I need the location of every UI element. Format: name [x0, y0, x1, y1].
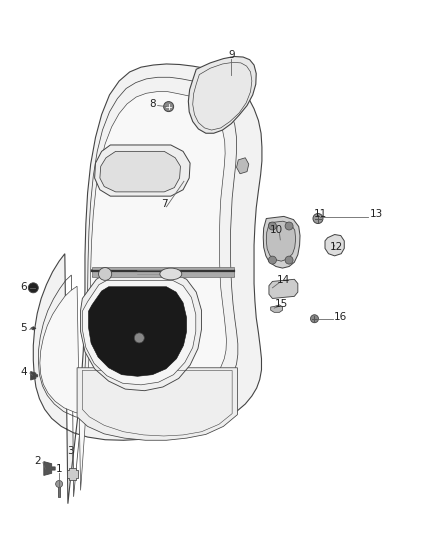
Text: 3: 3: [67, 446, 74, 456]
Polygon shape: [44, 462, 55, 475]
Polygon shape: [100, 151, 180, 192]
Polygon shape: [77, 368, 237, 440]
Polygon shape: [82, 280, 196, 385]
Text: 14: 14: [277, 275, 290, 285]
Ellipse shape: [160, 268, 182, 280]
Circle shape: [164, 102, 173, 111]
Polygon shape: [58, 482, 60, 497]
Polygon shape: [33, 64, 262, 504]
Text: 1: 1: [56, 464, 63, 474]
Polygon shape: [31, 327, 36, 330]
Polygon shape: [269, 279, 298, 298]
Circle shape: [56, 480, 63, 488]
Polygon shape: [40, 92, 226, 490]
Polygon shape: [81, 274, 201, 391]
Text: 13: 13: [370, 209, 383, 219]
Text: 7: 7: [161, 199, 168, 208]
Polygon shape: [237, 158, 249, 174]
Polygon shape: [266, 221, 296, 261]
Circle shape: [268, 222, 276, 230]
Text: 8: 8: [149, 99, 156, 109]
Circle shape: [285, 256, 293, 264]
Text: 9: 9: [228, 50, 235, 60]
Polygon shape: [92, 266, 234, 277]
Text: 15: 15: [275, 299, 288, 309]
Polygon shape: [188, 56, 256, 133]
Text: 12: 12: [329, 242, 343, 252]
Polygon shape: [67, 468, 78, 480]
Text: 11: 11: [314, 209, 327, 219]
Ellipse shape: [99, 268, 112, 280]
Polygon shape: [88, 287, 187, 376]
Polygon shape: [95, 145, 190, 196]
Text: 10: 10: [270, 225, 283, 235]
Text: 6: 6: [21, 282, 27, 292]
Polygon shape: [325, 235, 344, 256]
Circle shape: [311, 314, 318, 323]
Text: 5: 5: [21, 323, 27, 333]
Text: 16: 16: [334, 312, 347, 322]
Circle shape: [134, 333, 144, 343]
Polygon shape: [263, 216, 300, 268]
Circle shape: [268, 256, 276, 264]
Circle shape: [285, 222, 293, 230]
Polygon shape: [271, 305, 283, 312]
Circle shape: [313, 214, 323, 223]
Text: 4: 4: [21, 367, 27, 376]
Text: 2: 2: [35, 456, 41, 465]
Circle shape: [28, 283, 38, 293]
Polygon shape: [31, 372, 38, 380]
